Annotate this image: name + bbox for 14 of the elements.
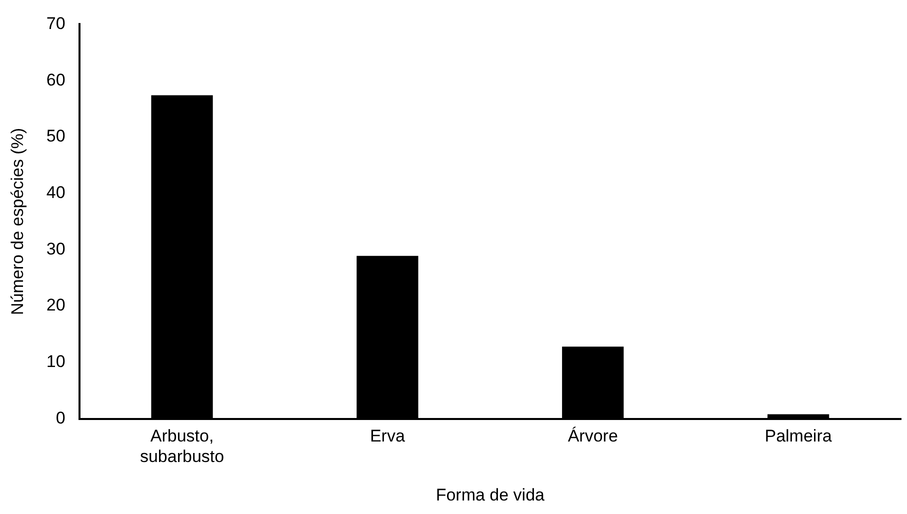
- x-tick-label: Palmeira: [764, 426, 832, 446]
- y-tick-label: 40: [46, 183, 66, 202]
- x-tick-label: Arbusto, subarbusto: [140, 426, 224, 466]
- y-tick-label: 50: [46, 126, 66, 146]
- y-tick-label: 60: [46, 70, 66, 90]
- y-tick-label: 20: [46, 296, 66, 315]
- y-tick-label: 0: [56, 408, 66, 428]
- x-tick-label: Árvore: [568, 426, 618, 446]
- x-tick-label: Erva: [370, 426, 406, 446]
- y-axis-title: Número de espécies (%): [8, 128, 27, 316]
- y-tick-label: 70: [46, 14, 66, 33]
- y-tick-label: 30: [46, 239, 66, 258]
- x-axis-title: Forma de vida: [436, 485, 546, 504]
- y-tick-label: 10: [46, 352, 66, 372]
